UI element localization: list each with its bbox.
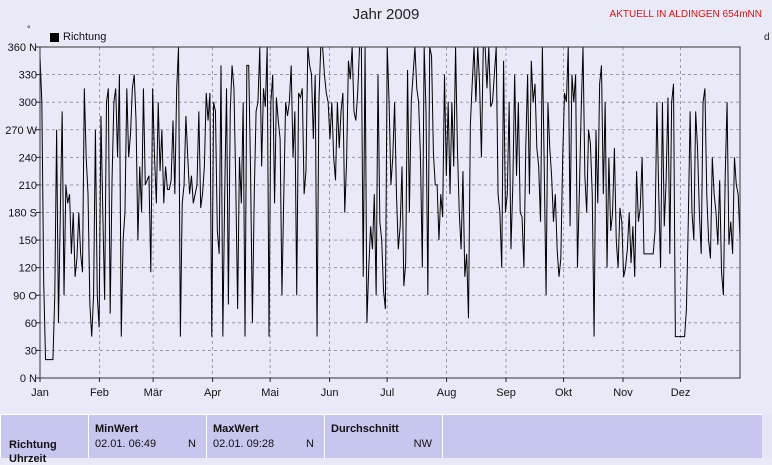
empty-cell xyxy=(442,414,762,458)
chart-title: Jahr 2009 xyxy=(352,6,420,23)
y-tick-label: 240 xyxy=(19,152,37,164)
row-label-cell: Richtung Uhrzeit xyxy=(0,414,88,465)
row-label-2: Uhrzeit xyxy=(9,453,47,465)
y-tick-label: 300 xyxy=(19,97,37,109)
y-tick-label: 150 xyxy=(19,235,37,247)
y-tick-label: 0 N xyxy=(20,373,37,385)
x-tick-label: Jul xyxy=(380,387,394,399)
y-tick-label: 90 O xyxy=(13,290,37,302)
x-tick-label: Aug xyxy=(437,387,457,399)
min-value: 02.01. 06:49 xyxy=(95,438,157,450)
max-cell: MaxWert 02.01. 09:28 N xyxy=(206,414,324,458)
max-header: MaxWert xyxy=(213,423,259,435)
stats-table: Richtung Uhrzeit MinWert 02.01. 06:49 N … xyxy=(0,414,772,465)
legend: Richtung xyxy=(50,31,106,43)
series-line-richtung xyxy=(39,46,741,361)
x-tick-label: Feb xyxy=(90,387,109,399)
x-tick-label: Jun xyxy=(321,387,339,399)
x-tick-label: Mai xyxy=(261,387,279,399)
right-mark: d xyxy=(764,32,770,43)
y-tick-label: 60 xyxy=(25,318,37,330)
y-tick-label: 330 xyxy=(19,70,37,82)
y-tick-label: 210 xyxy=(19,180,37,192)
min-cell: MinWert 02.01. 06:49 N xyxy=(88,414,206,458)
x-tick-label: Okt xyxy=(555,387,572,399)
avg-cell: Durchschnitt NW xyxy=(324,414,442,458)
max-value: 02.01. 09:28 xyxy=(213,438,275,450)
avg-dir: NW xyxy=(413,438,432,450)
min-dir: N xyxy=(188,438,196,450)
wind-direction-chart: 0 N 30 60 90 O 120 150 180 S 210 240 270 W 300 330 3… xyxy=(5,42,741,399)
x-tick-label: Sep xyxy=(496,387,516,399)
plot-frame xyxy=(39,46,741,379)
avg-header: Durchschnitt xyxy=(331,423,399,435)
min-header: MinWert xyxy=(95,423,139,435)
x-tick-label: Dez xyxy=(671,387,691,399)
x-tick-label: Mär xyxy=(144,387,163,399)
x-tick-label: Nov xyxy=(613,387,633,399)
x-tick-label: Jan xyxy=(31,387,49,399)
y-tick-label: 270 W xyxy=(5,125,37,137)
y-tick-label: 180 S xyxy=(8,208,37,220)
y-tick-label: 30 xyxy=(25,345,37,357)
y-tick-label: 360 N xyxy=(8,42,37,54)
y-tick-label: 120 xyxy=(19,263,37,275)
station-label: AKTUELL IN ALDINGEN 654mNN xyxy=(609,9,762,20)
row-label: Richtung xyxy=(9,439,57,451)
legend-swatch xyxy=(50,32,59,42)
y-unit-mark: ° xyxy=(27,24,31,34)
max-dir: N xyxy=(306,438,314,450)
x-tick-label: Apr xyxy=(204,387,221,399)
legend-label: Richtung xyxy=(63,31,107,43)
